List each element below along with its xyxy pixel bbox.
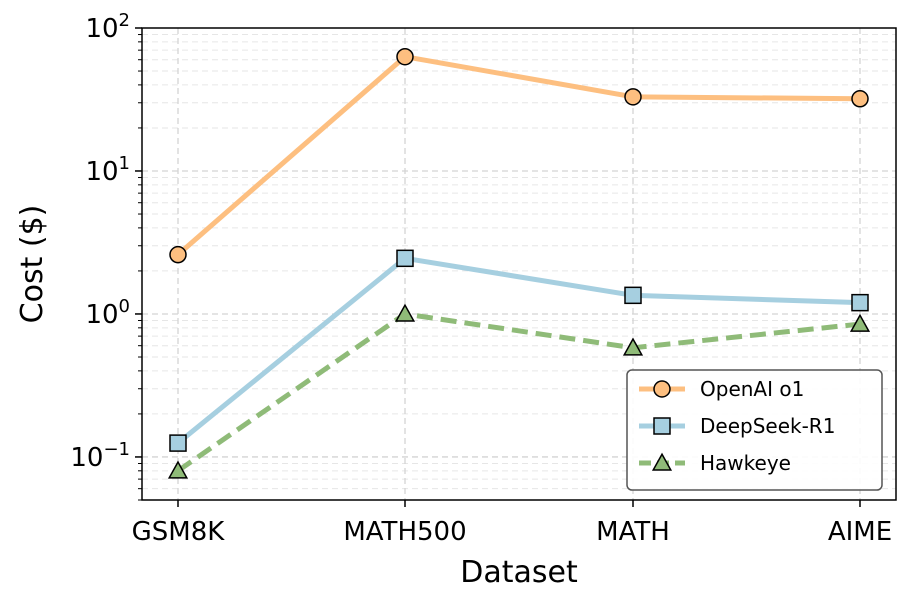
y-axis-label: Cost ($) (15, 205, 50, 324)
x-axis-label: Dataset (460, 555, 578, 590)
series-openai-o1 (169, 47, 869, 264)
data-point (851, 293, 869, 312)
legend-marker (653, 380, 671, 398)
y-tick-label: 100 (85, 296, 130, 330)
series-hawkeye (167, 303, 871, 479)
series-line (176, 311, 861, 473)
y-tick-label: 10−1 (70, 439, 130, 473)
data-point (622, 337, 644, 356)
legend-marker (653, 417, 671, 435)
data-point (169, 434, 187, 452)
data-point (169, 245, 187, 264)
data-point (167, 460, 189, 479)
axes: 10−1 100 101 102 GSM8K MATH500 MATH AIME (70, 10, 892, 547)
x-tick-label: MATH (596, 517, 670, 547)
data-point (624, 286, 642, 305)
data-point (396, 47, 414, 66)
legend-box (626, 369, 883, 491)
series-layer (167, 47, 871, 479)
series-line (176, 255, 861, 446)
data-point (394, 303, 416, 322)
data-point (851, 90, 869, 108)
legend-label: Hawkeye (700, 451, 791, 475)
x-tick-label: GSM8K (132, 517, 226, 547)
x-tick-label: MATH500 (343, 517, 466, 547)
series-line (176, 54, 861, 257)
data-point (396, 249, 414, 268)
legend-label: DeepSeek-R1 (700, 414, 835, 438)
legend-label: OpenAI o1 (700, 377, 804, 401)
x-tick-label: AIME (828, 517, 892, 547)
data-point (624, 88, 642, 106)
y-tick-label: 101 (85, 153, 130, 187)
data-point (849, 313, 871, 332)
plot-frame (141, 27, 897, 501)
series-deepseek-r1 (169, 249, 869, 452)
y-tick-label: 102 (85, 10, 130, 44)
legend: OpenAI o1 DeepSeek-R1 Hawkeye (626, 369, 883, 491)
legend-marker (651, 452, 673, 471)
